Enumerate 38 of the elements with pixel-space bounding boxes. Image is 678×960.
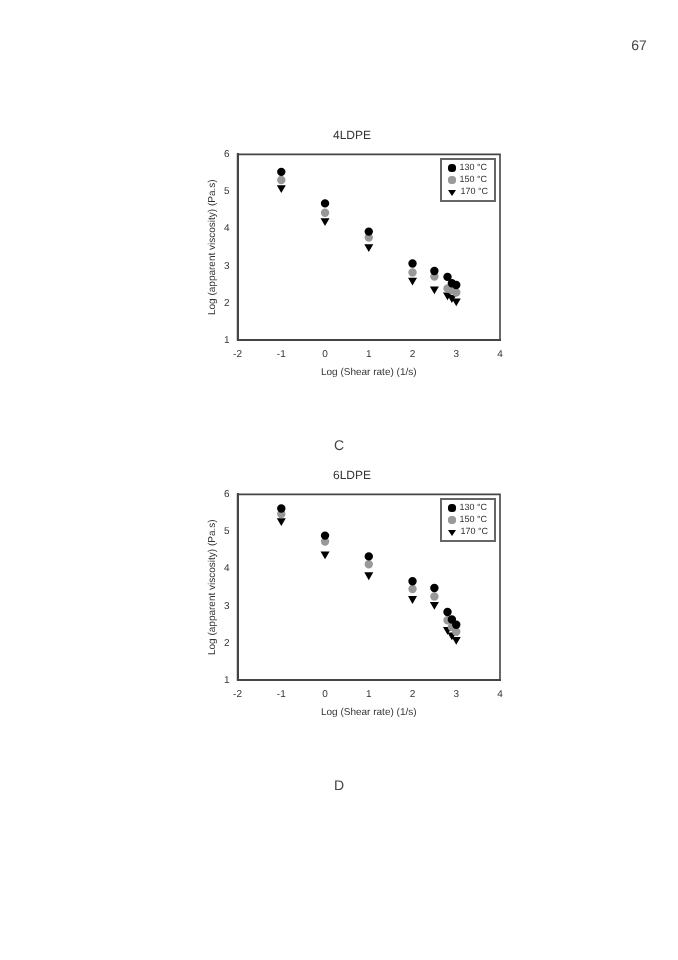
point bbox=[448, 632, 456, 640]
point bbox=[430, 602, 439, 609]
point bbox=[365, 572, 373, 580]
point bbox=[452, 627, 461, 636]
point bbox=[408, 577, 417, 586]
point bbox=[430, 592, 439, 601]
point bbox=[277, 175, 286, 185]
point bbox=[408, 268, 417, 277]
point bbox=[277, 518, 286, 525]
point bbox=[365, 244, 373, 252]
point bbox=[320, 208, 330, 217]
point bbox=[408, 596, 417, 603]
point bbox=[452, 280, 461, 290]
point bbox=[448, 295, 456, 302]
point bbox=[452, 636, 461, 644]
point bbox=[430, 266, 439, 276]
point bbox=[408, 277, 417, 285]
point bbox=[277, 504, 286, 513]
point bbox=[430, 286, 439, 294]
point bbox=[443, 292, 452, 300]
point bbox=[364, 552, 373, 561]
point bbox=[452, 298, 461, 306]
point bbox=[443, 272, 452, 282]
point bbox=[277, 185, 286, 193]
point bbox=[443, 607, 452, 617]
point bbox=[320, 531, 330, 540]
point bbox=[321, 218, 329, 226]
point bbox=[320, 199, 330, 208]
point bbox=[452, 620, 461, 629]
point bbox=[408, 259, 417, 268]
point bbox=[364, 559, 373, 569]
point bbox=[430, 583, 439, 593]
point bbox=[277, 167, 286, 177]
point bbox=[321, 551, 329, 559]
point bbox=[408, 584, 417, 594]
point bbox=[364, 227, 373, 236]
point bbox=[447, 615, 457, 624]
point bbox=[452, 288, 461, 297]
